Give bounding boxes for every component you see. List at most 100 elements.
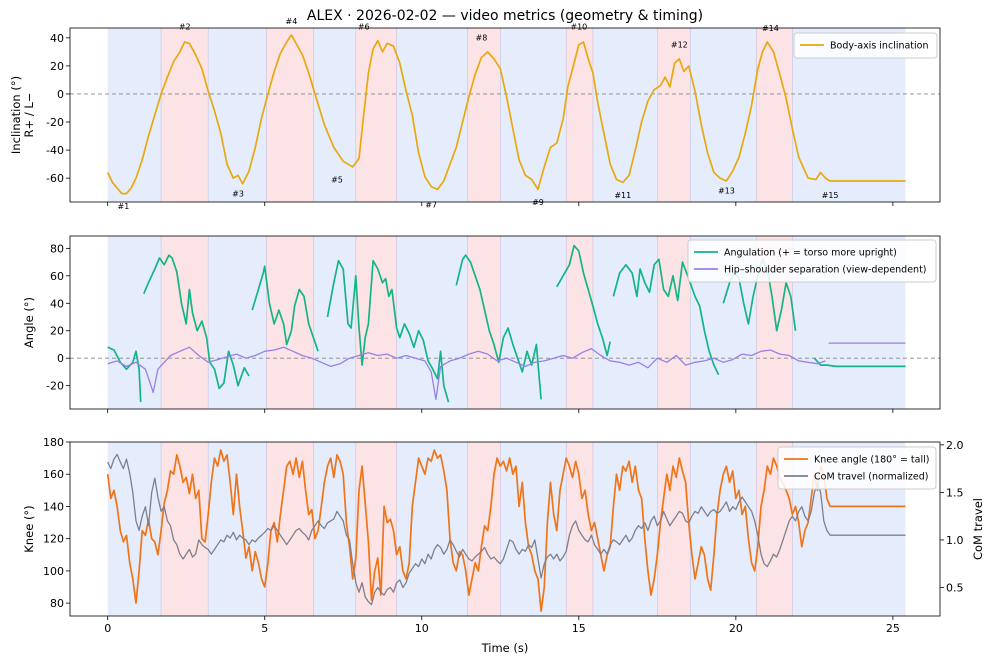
phase-band-7: [396, 442, 468, 616]
axes-frame: [69, 441, 941, 617]
y-right-axis-label: CoM travel: [971, 498, 985, 560]
series-group: [106, 449, 906, 613]
legend-box: [793, 32, 938, 59]
y-tick-label: -40: [46, 144, 64, 157]
y-axis-label: Knee (°): [22, 505, 36, 552]
y-tick-label: 40: [50, 297, 64, 310]
phase-band-7: [396, 236, 468, 409]
phase-band-10: [566, 236, 593, 409]
phase-band-11: [592, 28, 658, 202]
legend-label: Knee angle (180° = tall): [814, 455, 929, 466]
y-tick-label: 0: [57, 88, 64, 101]
panel-2: -20 0 20 40 60 80 Angle (°) Angulation (+ = tor…: [22, 235, 941, 413]
y-tick-label: 60: [50, 270, 64, 283]
y-tick-label: -20: [46, 380, 64, 393]
legend-label: Angulation (+ = torso more upright): [724, 248, 897, 259]
peak-annotation: #6: [358, 22, 370, 31]
y-tick-label: 140: [43, 500, 64, 513]
phase-band-13: [690, 28, 757, 202]
x-tick-label: 15: [572, 622, 586, 635]
series-line-angulation-torso-more-upright-seg7: [612, 258, 720, 376]
phase-band-9: [500, 236, 567, 409]
phase-band-2: [161, 28, 209, 202]
y-right-tick-label: 1.0: [946, 534, 964, 547]
y-tick-label: 40: [50, 32, 64, 45]
panels: #1#2#3#4#5#6#7#8#9#10#11#12#13#14#15-60-…: [9, 17, 985, 655]
axes-frame: [69, 235, 941, 410]
phase-band-9: [500, 442, 567, 616]
y-tick-label: 120: [43, 533, 64, 546]
legend-label: Hip–shoulder separation (view-dependent): [724, 265, 927, 276]
series-line-body-axis-inclination: [106, 34, 906, 195]
y-tick-label: 160: [43, 468, 64, 481]
phase-band-8: [467, 28, 501, 202]
x-tick-label: 5: [261, 622, 268, 635]
series-line-angulation-torso-more-upright-seg6: [556, 244, 612, 357]
phase-band-1: [107, 236, 162, 409]
phase-bands: [107, 28, 906, 202]
phase-band-12: [657, 236, 691, 409]
series-line-angulation-torso-more-upright-seg1: [107, 346, 142, 403]
y-tick-label: 20: [50, 325, 64, 338]
y-right-tick-label: 1.5: [946, 486, 964, 499]
axes-frame: [69, 27, 941, 203]
peak-annotation: #15: [822, 191, 839, 200]
y-axis-label: Inclination (°): [9, 76, 23, 154]
legend-label: CoM travel (normalized): [814, 472, 928, 483]
series-line-angulation-torso-more-upright-seg5: [455, 254, 542, 400]
series-line-knee-angle-180-tall: [106, 449, 906, 613]
x-tick-label: 0: [104, 622, 111, 635]
phase-band-13: [690, 442, 757, 616]
phase-band-2: [161, 442, 209, 616]
legend: Body-axis inclination: [793, 32, 938, 59]
phase-band-6: [355, 236, 397, 409]
y-tick-label: -60: [46, 172, 64, 185]
peak-annotation: #4: [286, 17, 298, 26]
phase-band-8: [467, 236, 501, 409]
phase-band-4: [266, 442, 314, 616]
series-line-com-travel-normalized: [107, 453, 906, 606]
peak-annotation: #13: [718, 187, 735, 196]
x-tick-label: 25: [886, 622, 900, 635]
x-axis-label: Time (s): [481, 641, 529, 655]
x-tick-label: 20: [729, 622, 743, 635]
y-tick-label: 80: [50, 597, 64, 610]
series-line-angulation-torso-more-upright-seg4: [326, 259, 450, 403]
y-axis-label: R+ / L−: [22, 93, 36, 138]
peak-annotation: #12: [671, 41, 688, 50]
peak-annotation: #11: [614, 191, 631, 200]
legend: Knee angle (180° = tall) CoM travel (norm…: [777, 446, 937, 490]
panel-3: 0 5 10 15 20 25 80 100 120 140 160 180 0.5 1.0 1.5 2.0 K…: [22, 436, 985, 655]
peak-annotation: #3: [232, 189, 244, 198]
series-line-hip-shoulder-separation-view-dependent-seg1: [107, 346, 826, 401]
phase-band-5: [313, 28, 356, 202]
peak-annotation: #5: [331, 175, 343, 184]
phase-band-12: [657, 28, 691, 202]
y-tick-label: -20: [46, 116, 64, 129]
legend-label: Body-axis inclination: [830, 41, 929, 52]
peak-annotation: #1: [117, 202, 129, 211]
phase-band-3: [208, 28, 267, 202]
figure-title: ALEX · 2026-02-02 — video metrics (geome…: [307, 8, 703, 24]
series-line-angulation-torso-more-upright-seg3: [251, 265, 319, 352]
peak-annotation: #10: [570, 22, 587, 31]
phase-band-4: [266, 28, 314, 202]
peak-annotation: #8: [476, 34, 488, 43]
series-line-angulation-torso-more-upright-seg2: [143, 254, 250, 390]
phase-band-7: [396, 28, 468, 202]
y-tick-label: 100: [43, 565, 64, 578]
y-right-tick-label: 0.5: [946, 581, 964, 594]
phase-band-3: [208, 442, 267, 616]
y-tick-label: 20: [50, 60, 64, 73]
peak-annotation: #2: [179, 22, 191, 31]
phase-band-5: [313, 236, 356, 409]
y-right-tick-label: 2.0: [946, 439, 964, 452]
peak-annotation: #7: [425, 201, 437, 210]
legend-box: [777, 446, 937, 490]
y-tick-label: 0: [57, 352, 64, 365]
phase-band-11: [592, 236, 658, 409]
phase-band-9: [500, 28, 567, 202]
panel-1: #1#2#3#4#5#6#7#8#9#10#11#12#13#14#15-60-…: [9, 17, 941, 211]
phase-band-1: [107, 28, 162, 202]
